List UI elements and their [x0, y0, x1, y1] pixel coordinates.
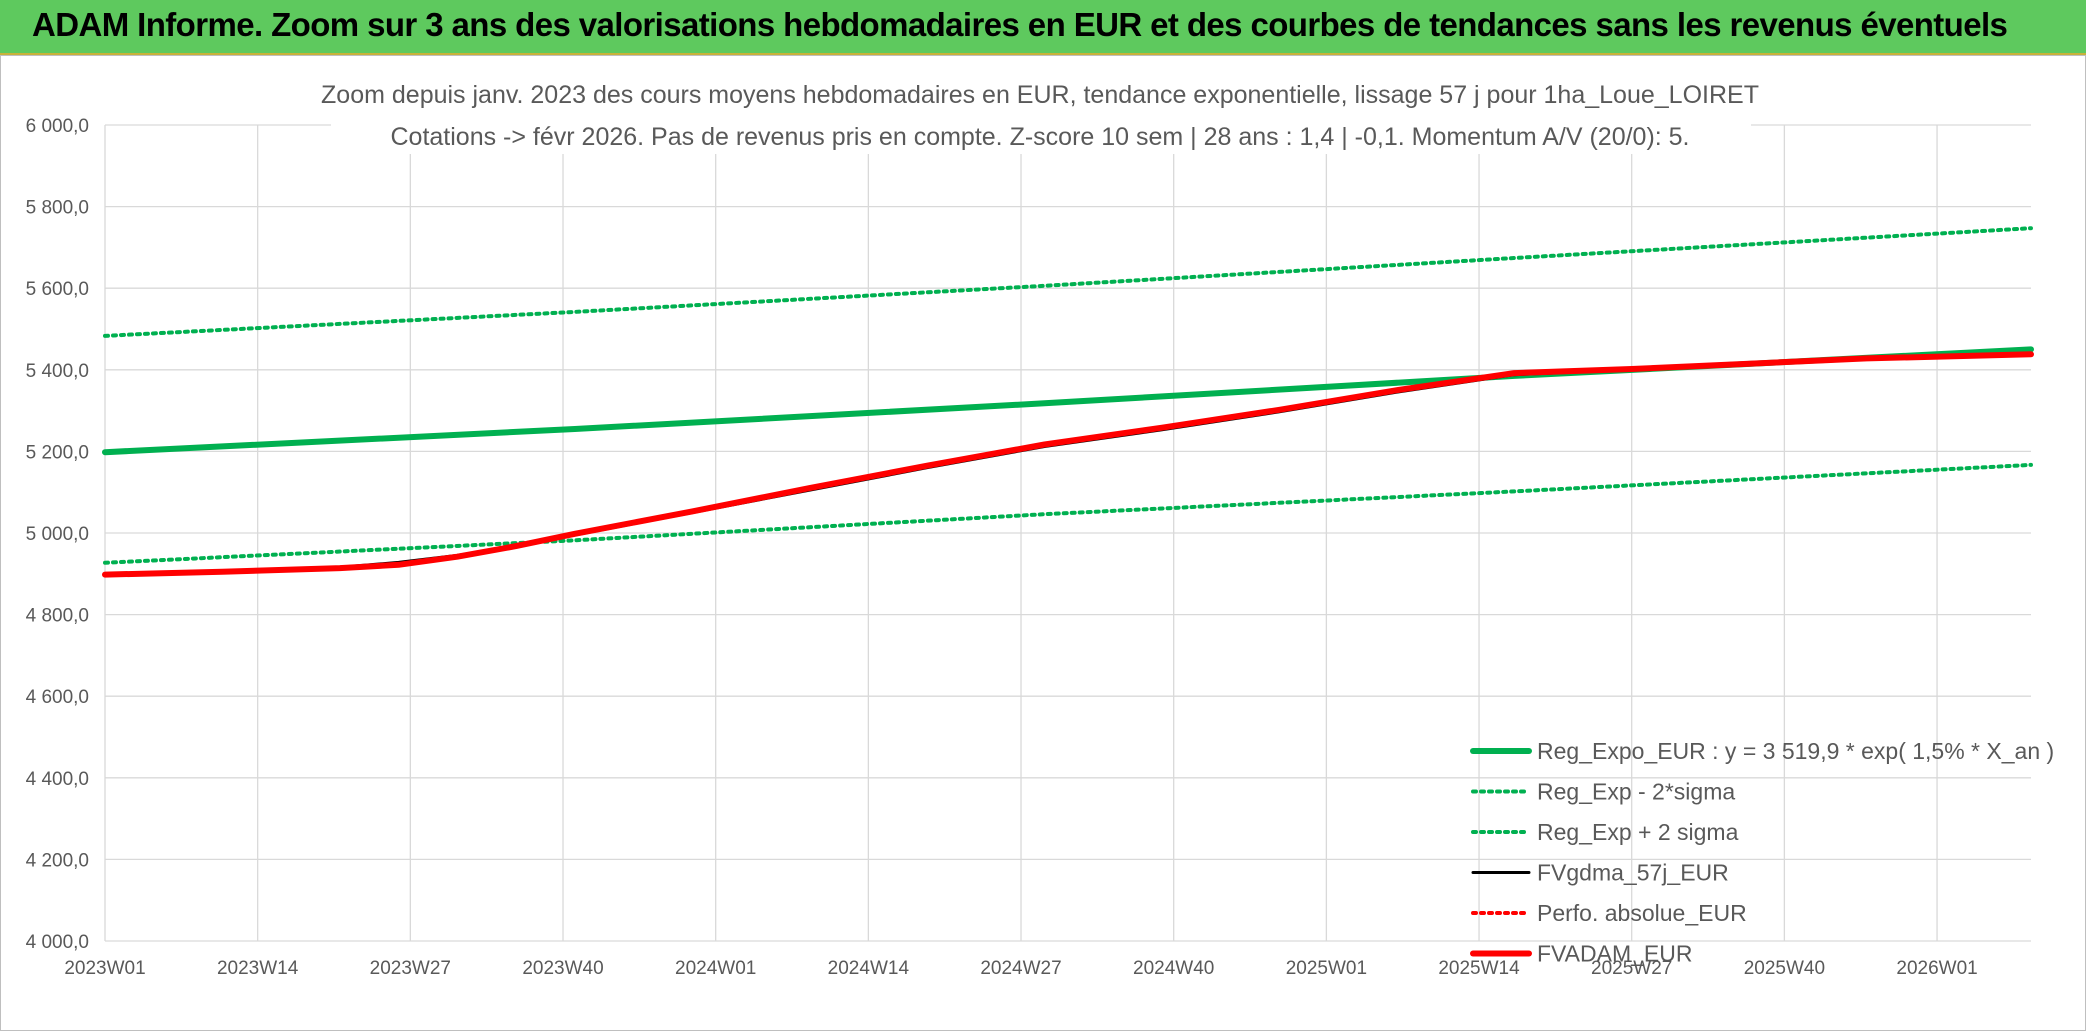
y-tick-label: 4 000,0 [26, 932, 89, 953]
x-tick-label: 2025W01 [1286, 958, 1367, 979]
report-title: ADAM Informe. Zoom sur 3 ans des valoris… [32, 6, 2008, 43]
axis-layer: 4 000,0 4 200,0 4 400,0 4 600,0 4 800,0 5 000… [26, 116, 1978, 979]
x-tick-label: 2024W27 [980, 958, 1061, 979]
title-background [331, 58, 1751, 154]
x-tick-label: 2024W40 [1133, 958, 1214, 979]
series-line-2 [103, 226, 2033, 338]
x-tick-label: 2023W01 [64, 958, 145, 979]
chart-title-line1: Zoom depuis janv. 2023 des cours moyens … [321, 81, 1759, 109]
series-line-1 [103, 462, 2033, 565]
report-banner: ADAM Informe. Zoom sur 3 ans des valoris… [0, 0, 2086, 55]
x-tick-label: 2024W01 [675, 958, 756, 979]
legend-label: Reg_Exp + 2 sigma [1537, 819, 1739, 845]
y-tick-label: 5 400,0 [26, 361, 89, 382]
y-tick-label: 5 200,0 [26, 442, 89, 463]
x-tick-label: 2025W27 [1591, 958, 1672, 979]
y-tick-label: 5 800,0 [26, 198, 89, 219]
series-line-3 [103, 352, 2033, 577]
y-tick-label: 4 200,0 [26, 850, 89, 871]
x-tick-label: 2024W14 [828, 958, 910, 979]
series-layer [102, 226, 2034, 578]
y-tick-label: 5 000,0 [26, 524, 89, 545]
legend-label: Reg_Expo_EUR : y = 3 519,9 * exp( 1,5% *… [1537, 738, 2054, 764]
legend-label: FVADAM_EUR [1537, 941, 1693, 967]
series-line-5 [102, 351, 2034, 578]
x-tick-label: 2025W14 [1438, 958, 1520, 979]
x-tick-label: 2025W40 [1744, 958, 1825, 979]
legend-label: FVgdma_57j_EUR [1537, 860, 1729, 886]
x-tick-label: 2023W40 [522, 958, 603, 979]
chart-title-group: Zoom depuis janv. 2023 des cours moyens … [321, 58, 1759, 154]
x-tick-label: 2023W14 [217, 958, 299, 979]
y-tick-label: 4 800,0 [26, 606, 89, 627]
chart-svg: 4 000,0 4 200,0 4 400,0 4 600,0 4 800,0 5 000… [26, 58, 2054, 979]
grid-layer [104, 124, 2031, 942]
chart-frame: 4 000,0 4 200,0 4 400,0 4 600,0 4 800,0 5 000… [0, 55, 2086, 1031]
y-tick-label: 4 400,0 [26, 769, 89, 790]
y-tick-label: 4 600,0 [26, 687, 89, 708]
legend-label: Perfo. absolue_EUR [1537, 900, 1747, 926]
x-tick-label: 2026W01 [1896, 958, 1977, 979]
legend: Reg_Expo_EUR : y = 3 519,9 * exp( 1,5% *… [1470, 738, 2054, 967]
legend-label: Reg_Exp - 2*sigma [1537, 779, 1735, 805]
y-tick-label: 5 600,0 [26, 279, 89, 300]
chart-title-line2: Cotations -> févr 2026. Pas de revenus p… [390, 123, 1689, 151]
y-tick-label: 6 000,0 [26, 116, 89, 137]
x-tick-label: 2023W27 [370, 958, 451, 979]
